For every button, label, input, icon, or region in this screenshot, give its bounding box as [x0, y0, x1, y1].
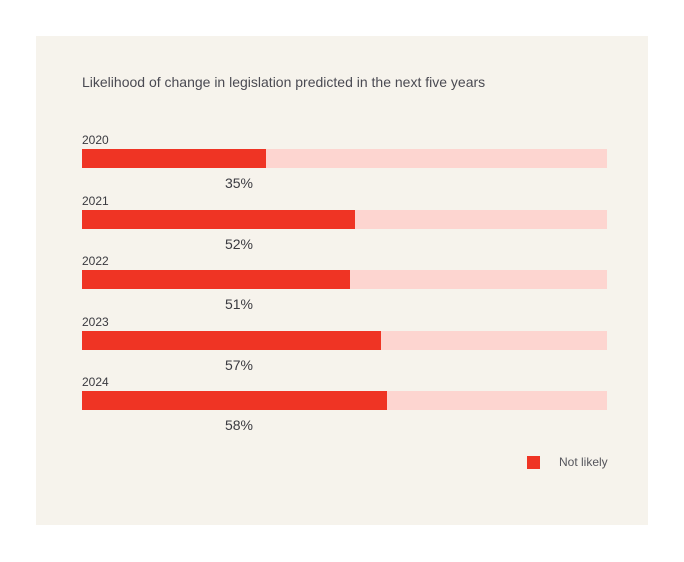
bar-track — [82, 149, 607, 168]
legend-label: Not likely — [559, 455, 608, 469]
bar-track — [82, 330, 607, 350]
value-label: 58% — [224, 417, 254, 433]
bar — [82, 391, 387, 410]
value-label: 35% — [224, 175, 254, 191]
bar-track — [82, 391, 607, 410]
bar — [82, 270, 350, 289]
bar — [82, 209, 355, 229]
value-label: 57% — [224, 356, 254, 373]
year-label: 2021 — [82, 193, 109, 208]
bar — [82, 149, 266, 168]
value-label: 51% — [224, 296, 254, 312]
year-label: 2020 — [82, 133, 109, 147]
bar-track — [82, 209, 607, 229]
bar — [82, 330, 382, 350]
year-label: 2024 — [82, 375, 109, 389]
bar-track — [82, 270, 607, 289]
legend-swatch — [527, 455, 540, 469]
value-label: 52% — [224, 235, 254, 252]
year-label: 2023 — [82, 314, 109, 329]
chart-title: Likelihood of change in legislation pred… — [82, 74, 486, 90]
year-label: 2022 — [82, 254, 109, 268]
legend: Not likely — [527, 455, 608, 469]
